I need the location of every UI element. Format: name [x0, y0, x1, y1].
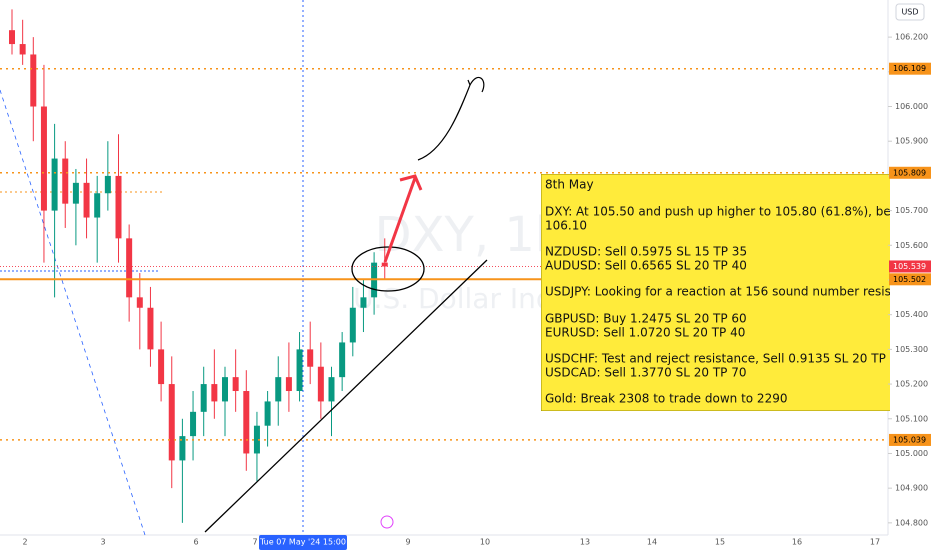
- curve-drawing: [417, 76, 485, 161]
- note-line: USDJPY: Looking for a reaction at 156 so…: [545, 285, 903, 299]
- y-tick-label: 105.200: [895, 380, 928, 389]
- candle-body: [200, 384, 207, 412]
- y-tick-label: 106.000: [895, 102, 928, 111]
- level-label: 105.502: [893, 275, 926, 284]
- candle-body: [381, 262, 388, 267]
- y-tick-label: 105.700: [895, 206, 928, 215]
- x-tick-label: 10: [480, 538, 490, 547]
- candle-body: [168, 384, 175, 461]
- candle-body: [264, 401, 271, 426]
- circle-drawing: [351, 246, 425, 292]
- candle-body: [222, 377, 228, 402]
- note-line: 106.10: [545, 219, 587, 233]
- note-line: USDCAD: Sell 1.3770 SL 20 TP 70: [545, 366, 746, 380]
- note-line: AUDUSD: Sell 0.6565 SL 20 TP 40: [545, 259, 747, 273]
- candle-body: [317, 366, 324, 402]
- candle-body: [147, 307, 154, 350]
- currency-button[interactable]: [895, 3, 925, 21]
- event-icon[interactable]: [380, 515, 394, 529]
- trend-line: [204, 259, 488, 533]
- y-tick-label: 104.900: [895, 484, 928, 493]
- candle-body: [136, 297, 143, 308]
- candle-body: [104, 175, 111, 194]
- currency: USD: [901, 8, 918, 17]
- candle-body: [285, 377, 292, 392]
- level-label: 105.809: [893, 168, 926, 177]
- note-line: 8th May: [545, 178, 594, 192]
- x-tick-label: 3: [100, 538, 105, 547]
- level-badge: [889, 62, 931, 75]
- candle-body: [339, 342, 346, 378]
- candle-body: [232, 377, 239, 392]
- watermark-title: DXY, 1h: [375, 207, 566, 263]
- last-price-label: 105.539: [893, 262, 926, 271]
- x-tick-label: 2: [22, 538, 27, 547]
- note-line: DXY: At 105.50 and push up higher to 105…: [545, 205, 913, 219]
- candle-body: [190, 411, 197, 437]
- y-tick-label: 106.200: [895, 33, 928, 42]
- note-line: NZDUSD: Sell 0.5975 SL 15 TP 35: [545, 245, 747, 259]
- y-tick-label: 105.600: [895, 241, 928, 250]
- candle-body: [253, 425, 260, 454]
- candle-body: [296, 349, 303, 392]
- candle-body: [19, 44, 26, 55]
- x-tick-label: 9: [405, 538, 410, 547]
- candle-body: [360, 297, 367, 308]
- y-tick-label: 104.800: [895, 518, 928, 527]
- red-arrow: [383, 174, 423, 263]
- candle-body: [115, 175, 122, 239]
- candle-body: [51, 158, 58, 211]
- level-badge: [889, 433, 931, 446]
- crosshair-label: Tue 07 May '24 15:00: [259, 538, 346, 547]
- note-line: USDCHF: Test and reject resistance, Sell…: [545, 352, 905, 366]
- candle-body: [307, 349, 314, 367]
- candle-body: [243, 391, 250, 454]
- candle-body: [94, 193, 101, 218]
- x-tick-label: 17: [870, 538, 880, 547]
- candle-body: [83, 182, 90, 218]
- candle-body: [211, 384, 218, 402]
- y-tick-label: 105.100: [895, 414, 928, 423]
- x-tick-label: 14: [647, 538, 657, 547]
- trend-line-dashed: [0, 89, 146, 536]
- note-line: GBPUSD: Buy 1.2475 SL 20 TP 60: [545, 312, 747, 326]
- y-tick-label: 105.900: [895, 137, 928, 146]
- y-tick-label: 105.300: [895, 345, 928, 354]
- x-tick-label: 6: [193, 538, 198, 547]
- level-badge: [889, 166, 931, 179]
- x-tick-label: 15: [715, 538, 725, 547]
- last-price-badge: [889, 260, 931, 273]
- candle-body: [179, 436, 186, 461]
- candle-body: [30, 54, 37, 107]
- x-tick-label: 16: [792, 538, 802, 547]
- level-label: 106.109: [893, 64, 926, 73]
- note-line: EURUSD: Sell 1.0720 SL 20 TP 40: [545, 326, 745, 340]
- x-tick-label: 7: [252, 538, 257, 547]
- candle-body: [9, 30, 15, 45]
- candle-body: [275, 377, 282, 402]
- crosshair-badge: [259, 535, 347, 550]
- note-box: [541, 174, 890, 411]
- x-tick-label: 13: [580, 538, 590, 547]
- candle-body: [126, 238, 133, 298]
- candle-body: [72, 182, 79, 204]
- candle-body: [62, 158, 69, 204]
- candle-body: [349, 307, 356, 343]
- note-line: Gold: Break 2308 to trade down to 2290: [545, 392, 787, 406]
- y-tick-label: 105.400: [895, 310, 928, 319]
- candle-body: [328, 377, 335, 402]
- level-label: 105.039: [893, 435, 926, 444]
- level-badge: [889, 273, 931, 286]
- candle-body: [158, 349, 165, 385]
- y-tick-label: 105.000: [895, 449, 928, 458]
- candle-body: [40, 106, 47, 211]
